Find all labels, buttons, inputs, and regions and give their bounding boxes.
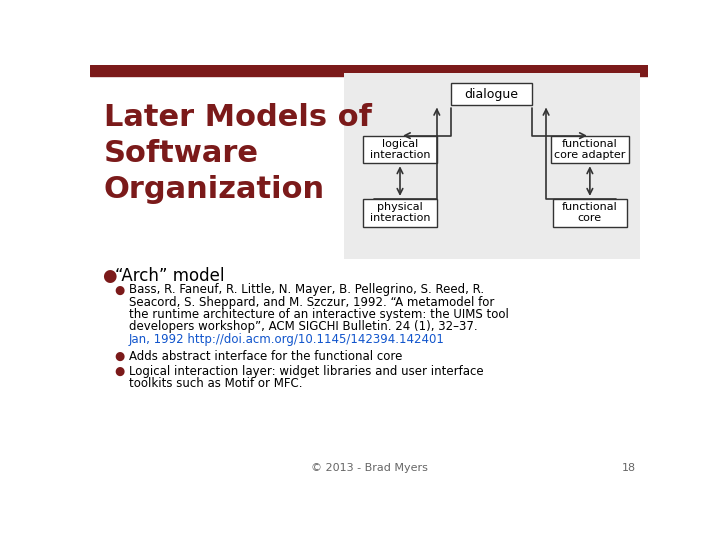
Text: physical
interaction: physical interaction <box>370 202 431 224</box>
Text: toolkits such as Motif or MFC.: toolkits such as Motif or MFC. <box>129 377 302 390</box>
Text: functional
core: functional core <box>562 202 618 224</box>
Text: Adds abstract interface for the functional core: Adds abstract interface for the function… <box>129 350 402 363</box>
Bar <box>344 72 640 259</box>
Bar <box>551 136 629 164</box>
Bar <box>363 136 437 164</box>
Text: logical
interaction: logical interaction <box>370 139 431 160</box>
Text: Seacord, S. Sheppard, and M. Szczur, 1992. “A metamodel for: Seacord, S. Sheppard, and M. Szczur, 199… <box>129 296 494 309</box>
Text: ●: ● <box>114 350 125 363</box>
Text: ●: ● <box>102 267 116 285</box>
Text: the runtime architecture of an interactive system: the UIMS tool: the runtime architecture of an interacti… <box>129 308 508 321</box>
Bar <box>553 199 626 226</box>
Text: © 2013 - Brad Myers: © 2013 - Brad Myers <box>310 463 428 473</box>
Text: ●: ● <box>114 284 125 296</box>
Text: Bass, R. Faneuf, R. Little, N. Mayer, B. Pellegrino, S. Reed, R.: Bass, R. Faneuf, R. Little, N. Mayer, B.… <box>129 284 484 296</box>
Bar <box>90 65 648 76</box>
Bar <box>451 83 532 105</box>
Text: developers workshop”, ACM SIGCHI Bulletin. 24 (1), 32–37.: developers workshop”, ACM SIGCHI Bulleti… <box>129 320 477 333</box>
Text: functional
core adapter: functional core adapter <box>554 139 626 160</box>
Text: Jan, 1992 http://doi.acm.org/10.1145/142394.142401: Jan, 1992 http://doi.acm.org/10.1145/142… <box>129 333 445 346</box>
Text: Logical interaction layer: widget libraries and user interface: Logical interaction layer: widget librar… <box>129 365 483 378</box>
Text: 18: 18 <box>622 463 636 473</box>
Text: ●: ● <box>114 365 125 378</box>
Bar <box>363 199 437 226</box>
Text: “Arch” model: “Arch” model <box>114 267 225 285</box>
Text: dialogue: dialogue <box>464 87 518 100</box>
Text: Later Models of
Software
Organization: Later Models of Software Organization <box>104 103 372 204</box>
